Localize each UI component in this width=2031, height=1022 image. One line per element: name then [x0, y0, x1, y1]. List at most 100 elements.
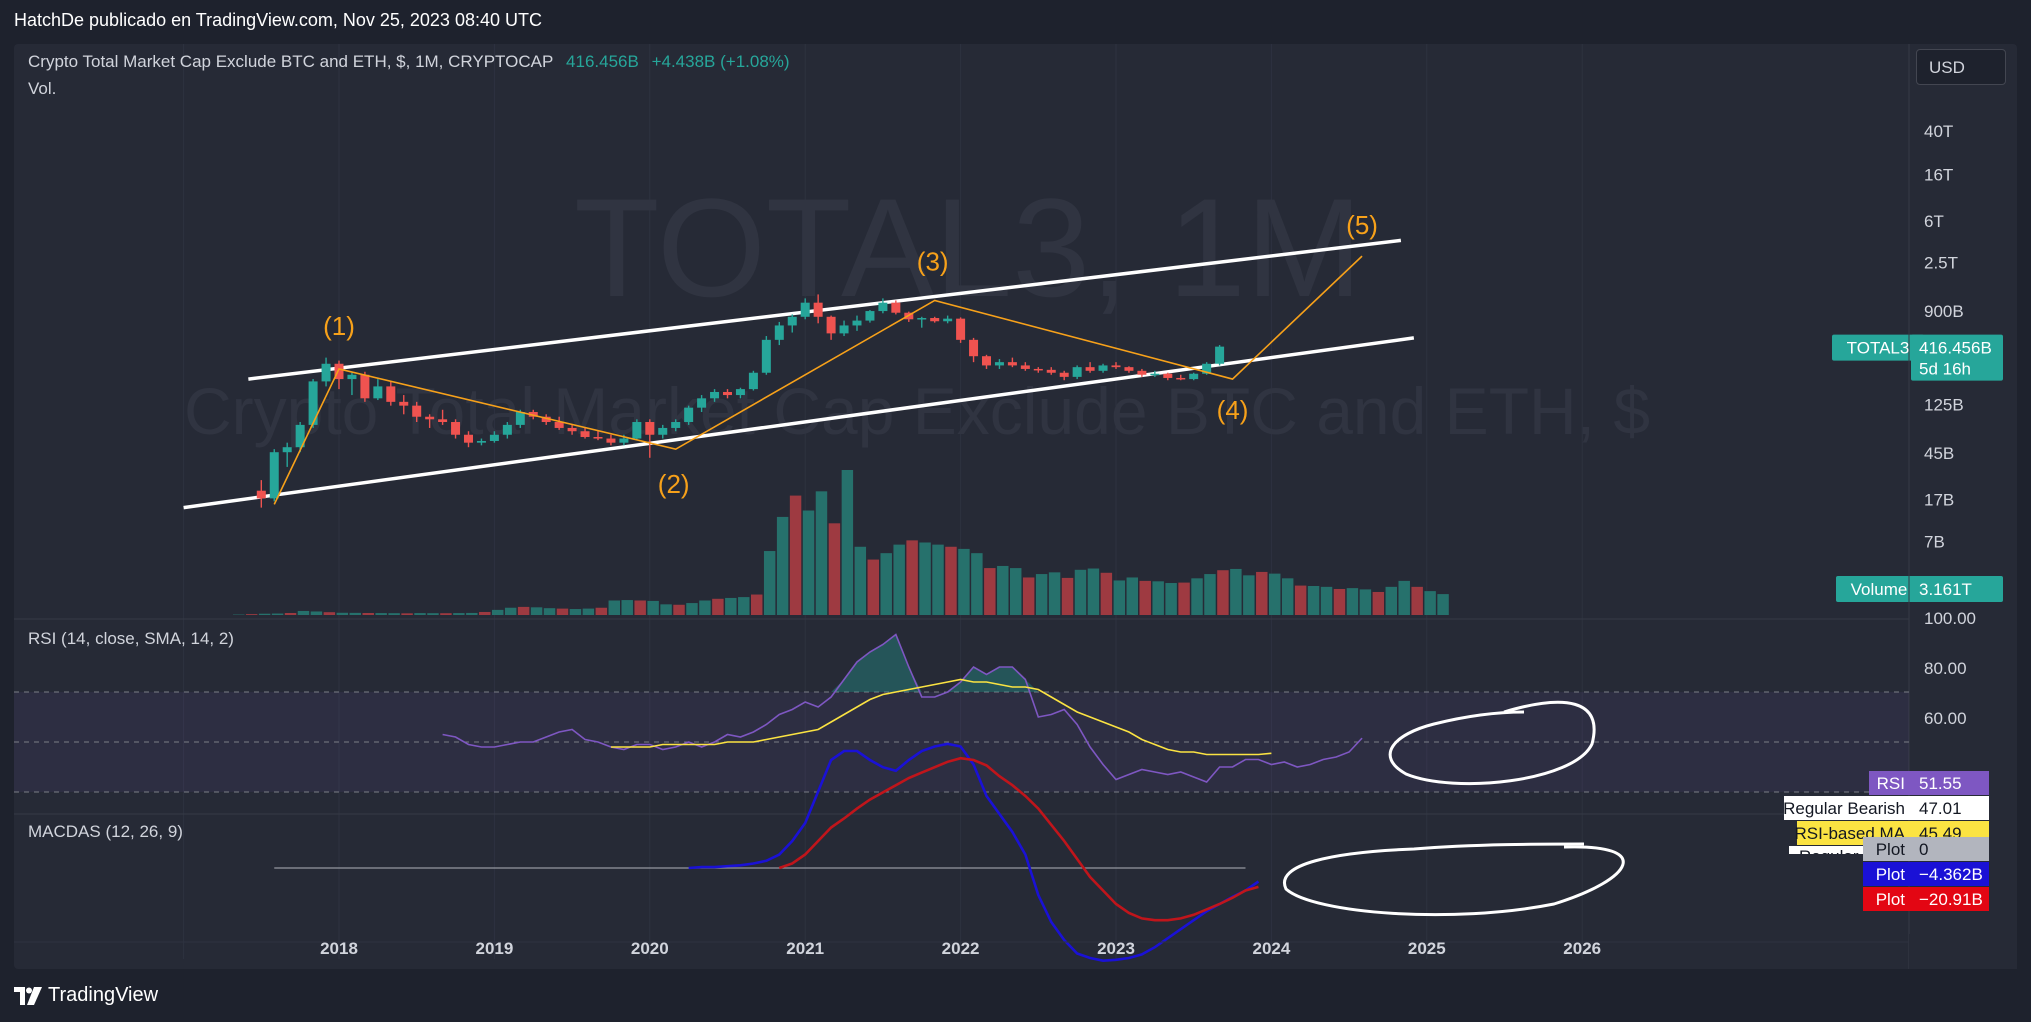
volume-badge-value: 3.161T	[1919, 580, 1972, 599]
time-axis-tick: 2022	[942, 939, 980, 958]
volume-bar	[1437, 594, 1449, 615]
chart-svg[interactable]: TOTAL3, 1M Crypto Total Market Cap Exclud…	[14, 44, 2017, 969]
macd-line	[688, 742, 1260, 963]
candle-body	[800, 302, 810, 317]
candle-body	[943, 318, 953, 322]
price-axis-tick: 6T	[1924, 212, 1944, 231]
candle-body	[632, 422, 642, 439]
volume-bar	[1113, 580, 1126, 615]
candle-body	[865, 311, 875, 321]
footer-brand[interactable]: TradingView	[14, 984, 158, 1007]
rsi-axis-tick: 60.00	[1924, 709, 1967, 728]
currency-button[interactable]: USD	[1916, 49, 2006, 85]
candle-body	[334, 363, 344, 380]
top-bar: HatchDe publicado en TradingView.com, No…	[0, 0, 2031, 44]
rsi-badge-value-bg	[1911, 771, 1989, 795]
candle-body	[1137, 370, 1147, 375]
wave-path	[273, 255, 1363, 505]
volume-bar	[492, 609, 504, 615]
volume-bar	[1100, 572, 1113, 615]
volume-bar	[997, 565, 1009, 615]
tradingview-logo-icon	[14, 986, 42, 1005]
candle-body	[295, 424, 305, 448]
plot-signal-badge-value-bg	[1911, 887, 1989, 911]
time-axis-tick: 2024	[1252, 939, 1290, 958]
time-axis-tick: 2026	[1563, 939, 1601, 958]
volume-bar	[504, 607, 517, 615]
signal-line	[778, 756, 1259, 922]
candle-body	[360, 374, 370, 399]
volume-bar	[1281, 578, 1294, 615]
candle-body	[1020, 365, 1030, 369]
volume-bar	[349, 612, 361, 615]
candle-body	[787, 316, 797, 326]
rsi-overbought-fill	[831, 634, 1039, 692]
volume-bar	[414, 613, 426, 615]
volume-bar	[1152, 581, 1164, 615]
volume-bar	[919, 542, 931, 615]
plot-signal-badge-label-bg	[1863, 887, 1911, 911]
watermark-name: Crypto Total Market Cap Exclude BTC and …	[184, 374, 1650, 448]
rsi-badge-value: 51.55	[1919, 774, 1962, 793]
candle-body	[1163, 373, 1173, 378]
candle-body	[347, 374, 357, 380]
rsi-axis-tick: 80.00	[1924, 659, 1967, 678]
volume-badge-label: Volume	[1851, 580, 1908, 599]
candle-body	[1046, 369, 1056, 373]
symbol-change: +4.438B (+1.08%)	[651, 52, 790, 71]
candle-body	[1072, 367, 1082, 377]
symbol-last-price: 416.456B	[566, 52, 639, 71]
volume-bar	[569, 609, 582, 615]
volume-bar	[310, 611, 323, 615]
volume-bar	[595, 607, 608, 615]
candle-body	[761, 339, 771, 373]
volume-bar	[388, 613, 400, 615]
rsi-ma-line	[610, 678, 1272, 756]
countdown-badge: 5d 16h	[1919, 360, 1971, 379]
volume-bar	[763, 551, 776, 615]
candle-body	[399, 401, 409, 406]
volume-bar	[802, 510, 815, 615]
volume-bar	[401, 613, 413, 615]
candle-body	[567, 427, 577, 432]
candle-body	[1033, 368, 1043, 371]
candle-body	[1202, 363, 1212, 374]
candle-body	[554, 422, 564, 428]
plot-signal-badge-value: −20.91B	[1919, 890, 1983, 909]
time-axis-tick: 2021	[786, 939, 824, 958]
candle-body	[891, 302, 901, 313]
candle-body	[451, 422, 461, 435]
volume-bar	[1010, 568, 1022, 615]
rsi-axis-tick: 100.00	[1924, 609, 1976, 628]
volume-bar	[699, 600, 711, 615]
volume-bar	[932, 544, 944, 615]
volume-bar	[517, 606, 530, 615]
candle-body	[930, 318, 940, 322]
volume-bar	[543, 608, 556, 615]
volume-bar	[660, 604, 672, 615]
volume-bar	[1307, 586, 1320, 615]
chart-area[interactable]: TOTAL3, 1M Crypto Total Market Cap Exclud…	[14, 44, 2017, 969]
volume-bar	[1204, 574, 1216, 615]
volume-bar	[1243, 575, 1255, 615]
volume-bar	[854, 546, 867, 615]
price-axis-tick: 125B	[1924, 396, 1964, 415]
volume-bar	[958, 548, 970, 615]
plot-zero-badge-label: Plot	[1876, 840, 1906, 859]
candle-body	[1098, 365, 1108, 371]
volume-bar	[479, 611, 491, 615]
volume-bar	[1372, 591, 1385, 615]
volume-bar	[323, 612, 336, 615]
watermark-symbol: TOTAL3, 1M	[574, 169, 1362, 326]
volume-bar	[1178, 582, 1190, 615]
volume-bar	[725, 597, 737, 615]
time-axis-tick: 2025	[1408, 939, 1446, 958]
candle-body	[528, 411, 538, 417]
volume-bar	[1230, 568, 1242, 615]
candle-body	[852, 320, 862, 326]
candle-body	[748, 372, 758, 390]
plot-zero-badge-value: 0	[1919, 840, 1928, 859]
volume-bar	[841, 470, 854, 615]
candle-body	[735, 389, 745, 396]
bearish-badge-value-bg	[1911, 796, 1989, 820]
